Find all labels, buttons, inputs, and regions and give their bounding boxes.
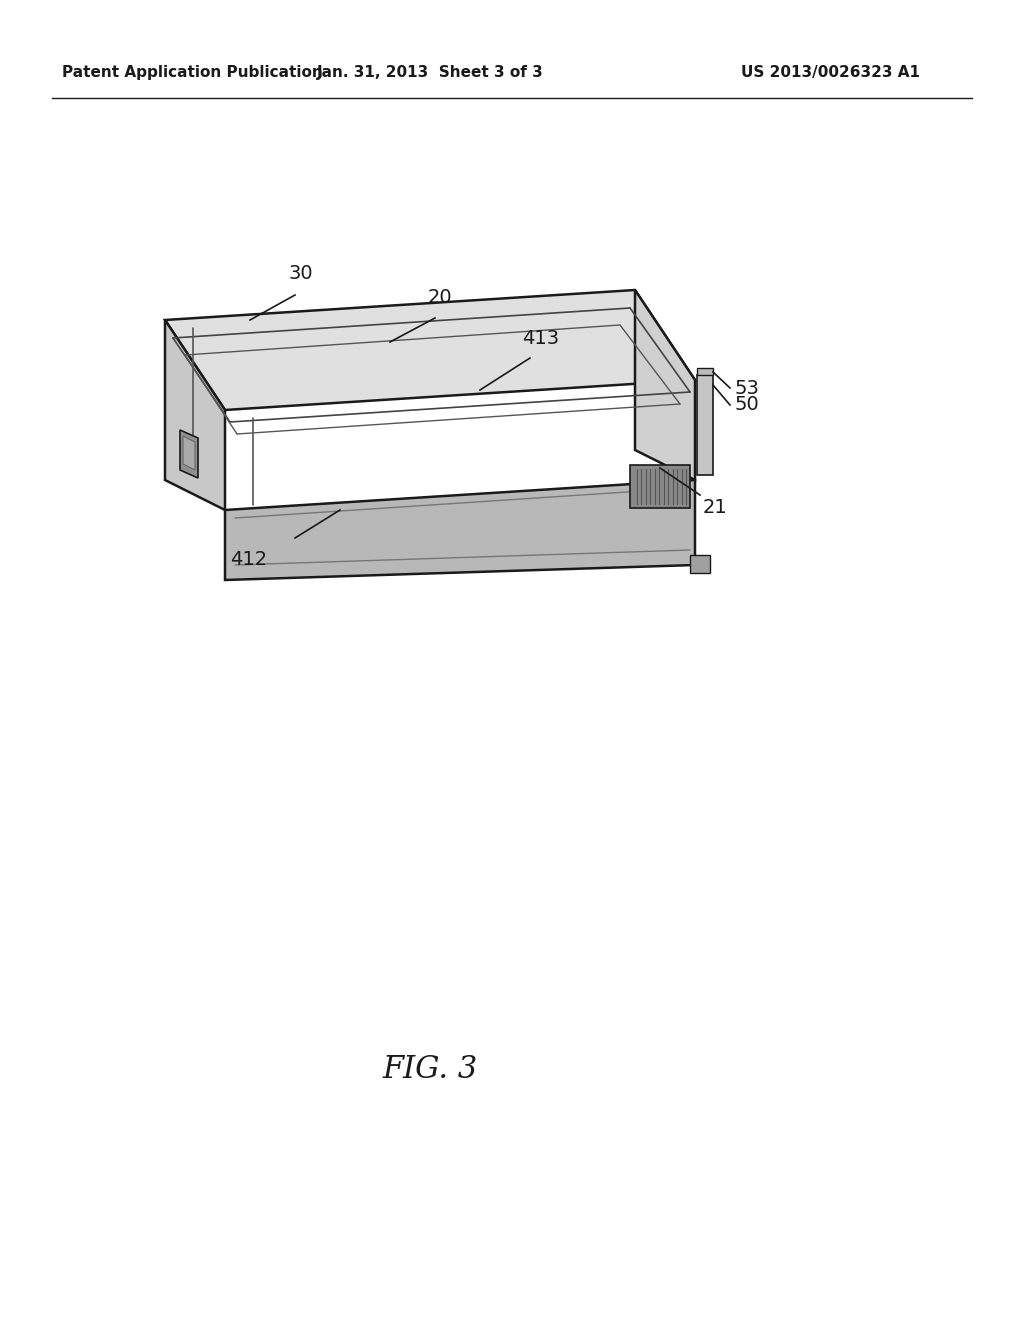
Text: Patent Application Publication: Patent Application Publication (62, 65, 323, 79)
Polygon shape (635, 290, 695, 480)
Text: 412: 412 (230, 550, 267, 569)
Text: 50: 50 (734, 396, 759, 414)
Polygon shape (180, 430, 198, 478)
Text: 30: 30 (288, 264, 312, 282)
Text: FIG. 3: FIG. 3 (382, 1055, 477, 1085)
Text: 53: 53 (734, 379, 759, 397)
Polygon shape (697, 368, 713, 375)
Polygon shape (690, 554, 710, 573)
Polygon shape (183, 436, 195, 470)
Text: Jan. 31, 2013  Sheet 3 of 3: Jan. 31, 2013 Sheet 3 of 3 (316, 65, 544, 79)
Text: US 2013/0026323 A1: US 2013/0026323 A1 (741, 65, 920, 79)
Text: 413: 413 (522, 329, 559, 348)
Polygon shape (697, 375, 713, 475)
Text: 21: 21 (703, 498, 728, 517)
Polygon shape (165, 319, 225, 510)
Polygon shape (630, 465, 690, 508)
Text: 20: 20 (428, 288, 453, 308)
Polygon shape (165, 290, 695, 411)
Polygon shape (225, 480, 695, 579)
